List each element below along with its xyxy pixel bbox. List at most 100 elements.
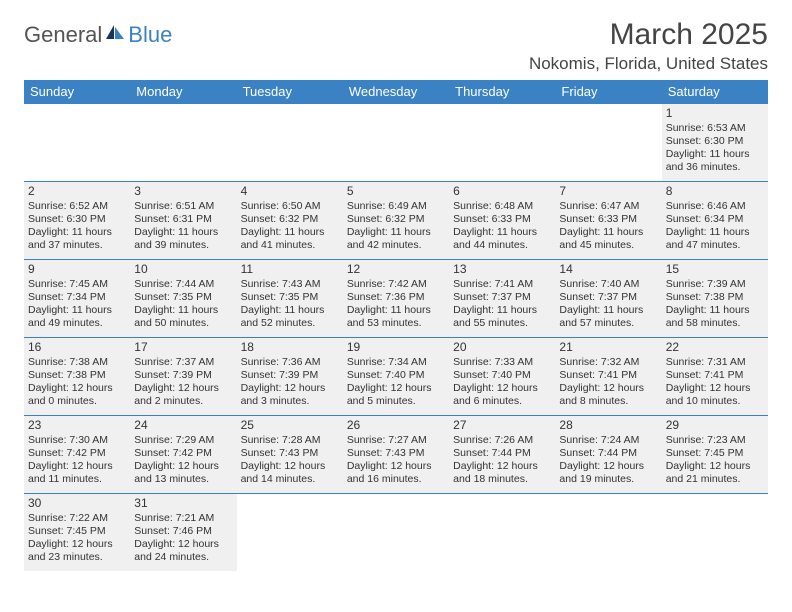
day-cell: 26Sunrise: 7:27 AMSunset: 7:43 PMDayligh… — [343, 415, 449, 493]
daylight-line: Daylight: 11 hours and 49 minutes. — [28, 304, 126, 330]
daylight-line: Daylight: 12 hours and 21 minutes. — [666, 460, 764, 486]
day-cell: 1Sunrise: 6:53 AMSunset: 6:30 PMDaylight… — [662, 103, 768, 181]
day-number: 6 — [453, 184, 551, 199]
sunset-line: Sunset: 6:33 PM — [453, 213, 551, 226]
weekday-header: Friday — [555, 80, 661, 103]
daylight-line: Daylight: 12 hours and 19 minutes. — [559, 460, 657, 486]
day-cell: 30Sunrise: 7:22 AMSunset: 7:45 PMDayligh… — [24, 493, 130, 571]
sunrise-line: Sunrise: 7:40 AM — [559, 278, 657, 291]
sunrise-line: Sunrise: 6:46 AM — [666, 200, 764, 213]
sunrise-line: Sunrise: 7:28 AM — [241, 434, 339, 447]
sunrise-line: Sunrise: 7:24 AM — [559, 434, 657, 447]
header: General Blue March 2025 Nokomis, Florida… — [24, 18, 768, 74]
day-number: 10 — [134, 262, 232, 277]
sunrise-line: Sunrise: 6:51 AM — [134, 200, 232, 213]
daylight-line: Daylight: 12 hours and 11 minutes. — [28, 460, 126, 486]
month-year-title: March 2025 — [529, 18, 768, 52]
sunset-line: Sunset: 7:44 PM — [453, 447, 551, 460]
daylight-line: Daylight: 12 hours and 16 minutes. — [347, 460, 445, 486]
sunset-line: Sunset: 7:39 PM — [134, 369, 232, 382]
sunset-line: Sunset: 6:30 PM — [28, 213, 126, 226]
sunrise-line: Sunrise: 7:22 AM — [28, 512, 126, 525]
sunrise-line: Sunrise: 6:53 AM — [666, 122, 764, 135]
sunrise-line: Sunrise: 6:52 AM — [28, 200, 126, 213]
daylight-line: Daylight: 11 hours and 52 minutes. — [241, 304, 339, 330]
day-number: 11 — [241, 262, 339, 277]
daylight-line: Daylight: 11 hours and 53 minutes. — [347, 304, 445, 330]
empty-cell — [237, 493, 343, 571]
day-cell: 21Sunrise: 7:32 AMSunset: 7:41 PMDayligh… — [555, 337, 661, 415]
weekday-header: Wednesday — [343, 80, 449, 103]
empty-cell — [662, 493, 768, 571]
title-block: March 2025 Nokomis, Florida, United Stat… — [529, 18, 768, 74]
day-number: 23 — [28, 418, 126, 433]
day-cell: 29Sunrise: 7:23 AMSunset: 7:45 PMDayligh… — [662, 415, 768, 493]
day-cell: 23Sunrise: 7:30 AMSunset: 7:42 PMDayligh… — [24, 415, 130, 493]
sunrise-line: Sunrise: 7:36 AM — [241, 356, 339, 369]
sunrise-line: Sunrise: 7:26 AM — [453, 434, 551, 447]
sunset-line: Sunset: 7:41 PM — [666, 369, 764, 382]
sunrise-line: Sunrise: 7:45 AM — [28, 278, 126, 291]
daylight-line: Daylight: 11 hours and 42 minutes. — [347, 226, 445, 252]
sunrise-line: Sunrise: 7:23 AM — [666, 434, 764, 447]
daylight-line: Daylight: 12 hours and 14 minutes. — [241, 460, 339, 486]
empty-cell — [24, 103, 130, 181]
day-cell: 10Sunrise: 7:44 AMSunset: 7:35 PMDayligh… — [130, 259, 236, 337]
sunrise-line: Sunrise: 7:21 AM — [134, 512, 232, 525]
day-number: 22 — [666, 340, 764, 355]
sunset-line: Sunset: 7:40 PM — [453, 369, 551, 382]
brand-part1: General — [24, 22, 102, 48]
day-cell: 9Sunrise: 7:45 AMSunset: 7:34 PMDaylight… — [24, 259, 130, 337]
sunset-line: Sunset: 7:35 PM — [134, 291, 232, 304]
daylight-line: Daylight: 11 hours and 47 minutes. — [666, 226, 764, 252]
sunset-line: Sunset: 7:39 PM — [241, 369, 339, 382]
empty-cell — [555, 493, 661, 571]
sunset-line: Sunset: 7:45 PM — [666, 447, 764, 460]
sunrise-line: Sunrise: 7:41 AM — [453, 278, 551, 291]
day-cell: 24Sunrise: 7:29 AMSunset: 7:42 PMDayligh… — [130, 415, 236, 493]
day-number: 31 — [134, 496, 232, 511]
daylight-line: Daylight: 11 hours and 58 minutes. — [666, 304, 764, 330]
sunrise-line: Sunrise: 7:27 AM — [347, 434, 445, 447]
daylight-line: Daylight: 12 hours and 2 minutes. — [134, 382, 232, 408]
day-number: 8 — [666, 184, 764, 199]
daylight-line: Daylight: 12 hours and 13 minutes. — [134, 460, 232, 486]
brand-logo: General Blue — [24, 22, 172, 48]
empty-cell — [449, 103, 555, 181]
weekday-header: Monday — [130, 80, 236, 103]
day-number: 2 — [28, 184, 126, 199]
day-cell: 16Sunrise: 7:38 AMSunset: 7:38 PMDayligh… — [24, 337, 130, 415]
daylight-line: Daylight: 12 hours and 5 minutes. — [347, 382, 445, 408]
brand-part2: Blue — [128, 22, 172, 48]
day-cell: 14Sunrise: 7:40 AMSunset: 7:37 PMDayligh… — [555, 259, 661, 337]
sunrise-line: Sunrise: 7:42 AM — [347, 278, 445, 291]
day-cell: 3Sunrise: 6:51 AMSunset: 6:31 PMDaylight… — [130, 181, 236, 259]
daylight-line: Daylight: 11 hours and 37 minutes. — [28, 226, 126, 252]
day-cell: 8Sunrise: 6:46 AMSunset: 6:34 PMDaylight… — [662, 181, 768, 259]
day-number: 20 — [453, 340, 551, 355]
daylight-line: Daylight: 11 hours and 41 minutes. — [241, 226, 339, 252]
sunrise-line: Sunrise: 7:32 AM — [559, 356, 657, 369]
day-cell: 18Sunrise: 7:36 AMSunset: 7:39 PMDayligh… — [237, 337, 343, 415]
day-cell: 25Sunrise: 7:28 AMSunset: 7:43 PMDayligh… — [237, 415, 343, 493]
day-number: 3 — [134, 184, 232, 199]
daylight-line: Daylight: 12 hours and 24 minutes. — [134, 538, 232, 564]
daylight-line: Daylight: 12 hours and 23 minutes. — [28, 538, 126, 564]
day-number: 7 — [559, 184, 657, 199]
sunrise-line: Sunrise: 7:29 AM — [134, 434, 232, 447]
day-number: 15 — [666, 262, 764, 277]
sunset-line: Sunset: 7:38 PM — [666, 291, 764, 304]
sunrise-line: Sunrise: 7:34 AM — [347, 356, 445, 369]
day-number: 27 — [453, 418, 551, 433]
sunrise-line: Sunrise: 7:39 AM — [666, 278, 764, 291]
sunrise-line: Sunrise: 7:44 AM — [134, 278, 232, 291]
weekday-header: Tuesday — [237, 80, 343, 103]
sunset-line: Sunset: 7:43 PM — [241, 447, 339, 460]
day-cell: 27Sunrise: 7:26 AMSunset: 7:44 PMDayligh… — [449, 415, 555, 493]
day-number: 21 — [559, 340, 657, 355]
sunset-line: Sunset: 7:46 PM — [134, 525, 232, 538]
day-number: 28 — [559, 418, 657, 433]
daylight-line: Daylight: 12 hours and 10 minutes. — [666, 382, 764, 408]
daylight-line: Daylight: 12 hours and 6 minutes. — [453, 382, 551, 408]
empty-cell — [449, 493, 555, 571]
